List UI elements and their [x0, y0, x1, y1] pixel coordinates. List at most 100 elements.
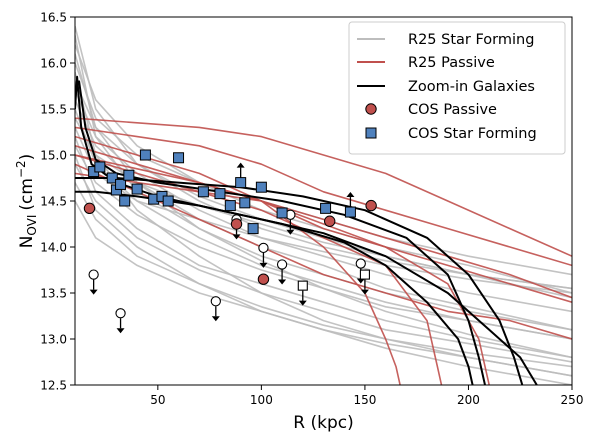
upper-limit-arrow-9-head [360, 289, 369, 295]
zoom-in-galaxy-line-3 [75, 75, 474, 385]
r25-passive-line-6 [75, 172, 572, 299]
cos-star-forming-point-6 [123, 169, 135, 181]
legend-label-r25-star-forming: R25 Star Forming [408, 32, 534, 48]
zoom-in-galaxy-line-0 [75, 80, 486, 385]
upper-limit-arrow-4 [259, 252, 268, 268]
cos-star-forming-point-16 [235, 177, 247, 189]
r25-passive-line-0 [75, 126, 572, 267]
legend-marker-cos-star-forming [365, 127, 377, 139]
upper-limit-arrow-6-head [286, 229, 295, 235]
cos-star-forming-point-12 [173, 152, 185, 164]
y-label-exp: −2 [14, 160, 28, 178]
y-label-sub: OVI [25, 215, 39, 236]
x-tick-label-2: 150 [353, 393, 376, 407]
cos-upper-limit-circle-1 [115, 308, 126, 319]
upper-limit-arrow-3-head [232, 234, 241, 240]
upper-limit-arrow-2 [211, 306, 220, 322]
legend-marker-cos-passive [365, 103, 377, 115]
cos-upper-limit-circle-7 [355, 258, 366, 269]
legend: R25 Star Forming R25 Passive Zoom-in Gal… [348, 21, 566, 155]
lower-limit-arrow-1-head [236, 162, 245, 168]
cos-star-forming-point-8 [139, 149, 151, 161]
r25-star-forming-line-14 [75, 200, 572, 377]
r25-star-forming-line-17 [75, 26, 572, 290]
cos-passive-point-4 [365, 199, 377, 212]
upper-limit-arrow-1-head [116, 328, 125, 334]
cos-star-forming-point-22 [344, 206, 356, 218]
cos-star-forming-point-2 [106, 172, 118, 184]
x-tick-label-1: 100 [250, 393, 273, 407]
y-axis-label: NOVI (cm−2) [14, 154, 39, 249]
x-tick-label-4: 250 [561, 393, 584, 407]
cos-passive-point-1 [230, 218, 243, 230]
cos-star-forming-point-19 [255, 181, 267, 193]
r25-star-forming-line-0 [75, 35, 572, 331]
upper-limit-arrow-6 [286, 219, 295, 235]
cos-passive-point-2 [257, 273, 270, 285]
r25-passive-line-5 [75, 117, 572, 257]
cos-star-forming-point-14 [214, 188, 226, 200]
cos-star-forming-point-5 [119, 195, 131, 207]
cos-star-forming-point-13 [197, 186, 209, 198]
x-axis-label: R (kpc) [293, 413, 353, 433]
upper-limit-arrow-9 [360, 279, 369, 295]
r25-passive-line-3 [75, 135, 401, 385]
cos-upper-limit-circle-4 [258, 242, 269, 254]
lower-limit-arrow-0-head [346, 192, 355, 198]
cos-upper-limit-square-9 [359, 269, 370, 280]
legend-label-zoom-in-galaxies: Zoom-in Galaxies [408, 79, 535, 95]
y-tick-label-7: 16.0 [40, 56, 67, 70]
upper-limit-arrow-8-head [298, 300, 307, 306]
r25-star-forming-line-13 [75, 53, 572, 359]
y-label-main: N [17, 236, 37, 249]
y-tick-label-8: 16.5 [40, 10, 67, 24]
upper-limit-arrow-4-head [259, 262, 268, 268]
y-label-unit: (cm [17, 178, 37, 211]
y-tick-label-6: 15.5 [40, 102, 67, 116]
upper-limit-arrow-2-head [211, 316, 220, 322]
y-tick-label-3: 14.0 [40, 240, 67, 254]
cos-star-forming-point-15 [224, 200, 236, 212]
cos-star-forming-point-17 [239, 197, 251, 209]
cos-upper-limit-circle-5 [276, 259, 288, 270]
y-label-close: ) [17, 154, 37, 161]
r25-passive-line-1 [75, 145, 572, 303]
upper-limit-arrow-7-head [356, 278, 365, 284]
y-tick-label-2: 13.5 [40, 286, 67, 300]
cos-upper-limit-square-8 [297, 280, 308, 291]
upper-limit-arrow-0 [89, 279, 98, 295]
cos-upper-limit-circle-2 [210, 296, 221, 307]
zoom-in-galaxy-line-2 [75, 190, 538, 385]
x-tick-label-0: 50 [150, 393, 165, 407]
legend-label-cos-star-forming: COS Star Forming [408, 126, 537, 142]
legend-label-cos-passive: COS Passive [408, 102, 497, 118]
r25-star-forming-line-9 [75, 182, 572, 368]
cos-passive-point-0 [83, 202, 96, 215]
r25-passive-line-4 [75, 154, 443, 385]
cos-star-forming-point-11 [162, 195, 174, 207]
cos-upper-limit-circle-0 [88, 269, 99, 280]
cos-star-forming-point-20 [276, 207, 288, 219]
cos-passive-point-3 [324, 215, 336, 227]
cos-star-forming-point-18 [247, 223, 259, 235]
upper-limit-arrow-0-head [89, 289, 98, 295]
lower-limit-arrow-0 [346, 192, 355, 208]
tick-layer: 50 100 150 200 250 12.5 13.0 13.5 14.0 14.5 15.0 15… [40, 10, 583, 407]
upper-limit-arrow-1 [116, 318, 125, 334]
upper-limit-arrow-5-head [278, 279, 287, 285]
lower-limit-arrow-1 [236, 162, 245, 178]
legend-label-r25-passive: R25 Passive [408, 55, 495, 71]
y-tick-label-0: 12.5 [40, 378, 67, 392]
cos-star-forming-point-21 [320, 202, 332, 214]
upper-limit-arrow-5 [278, 269, 287, 285]
zoom-in-galaxy-line-1 [75, 177, 524, 385]
cos-star-forming-point-1 [94, 161, 106, 173]
cos-star-forming-point-4 [115, 178, 127, 190]
y-tick-label-5: 15.0 [40, 148, 67, 162]
x-tick-label-3: 200 [457, 393, 480, 407]
y-tick-label-1: 13.0 [40, 332, 67, 346]
legend-box [348, 21, 566, 155]
cos-star-forming-point-7 [131, 183, 143, 195]
upper-limit-arrow-8 [298, 290, 307, 306]
